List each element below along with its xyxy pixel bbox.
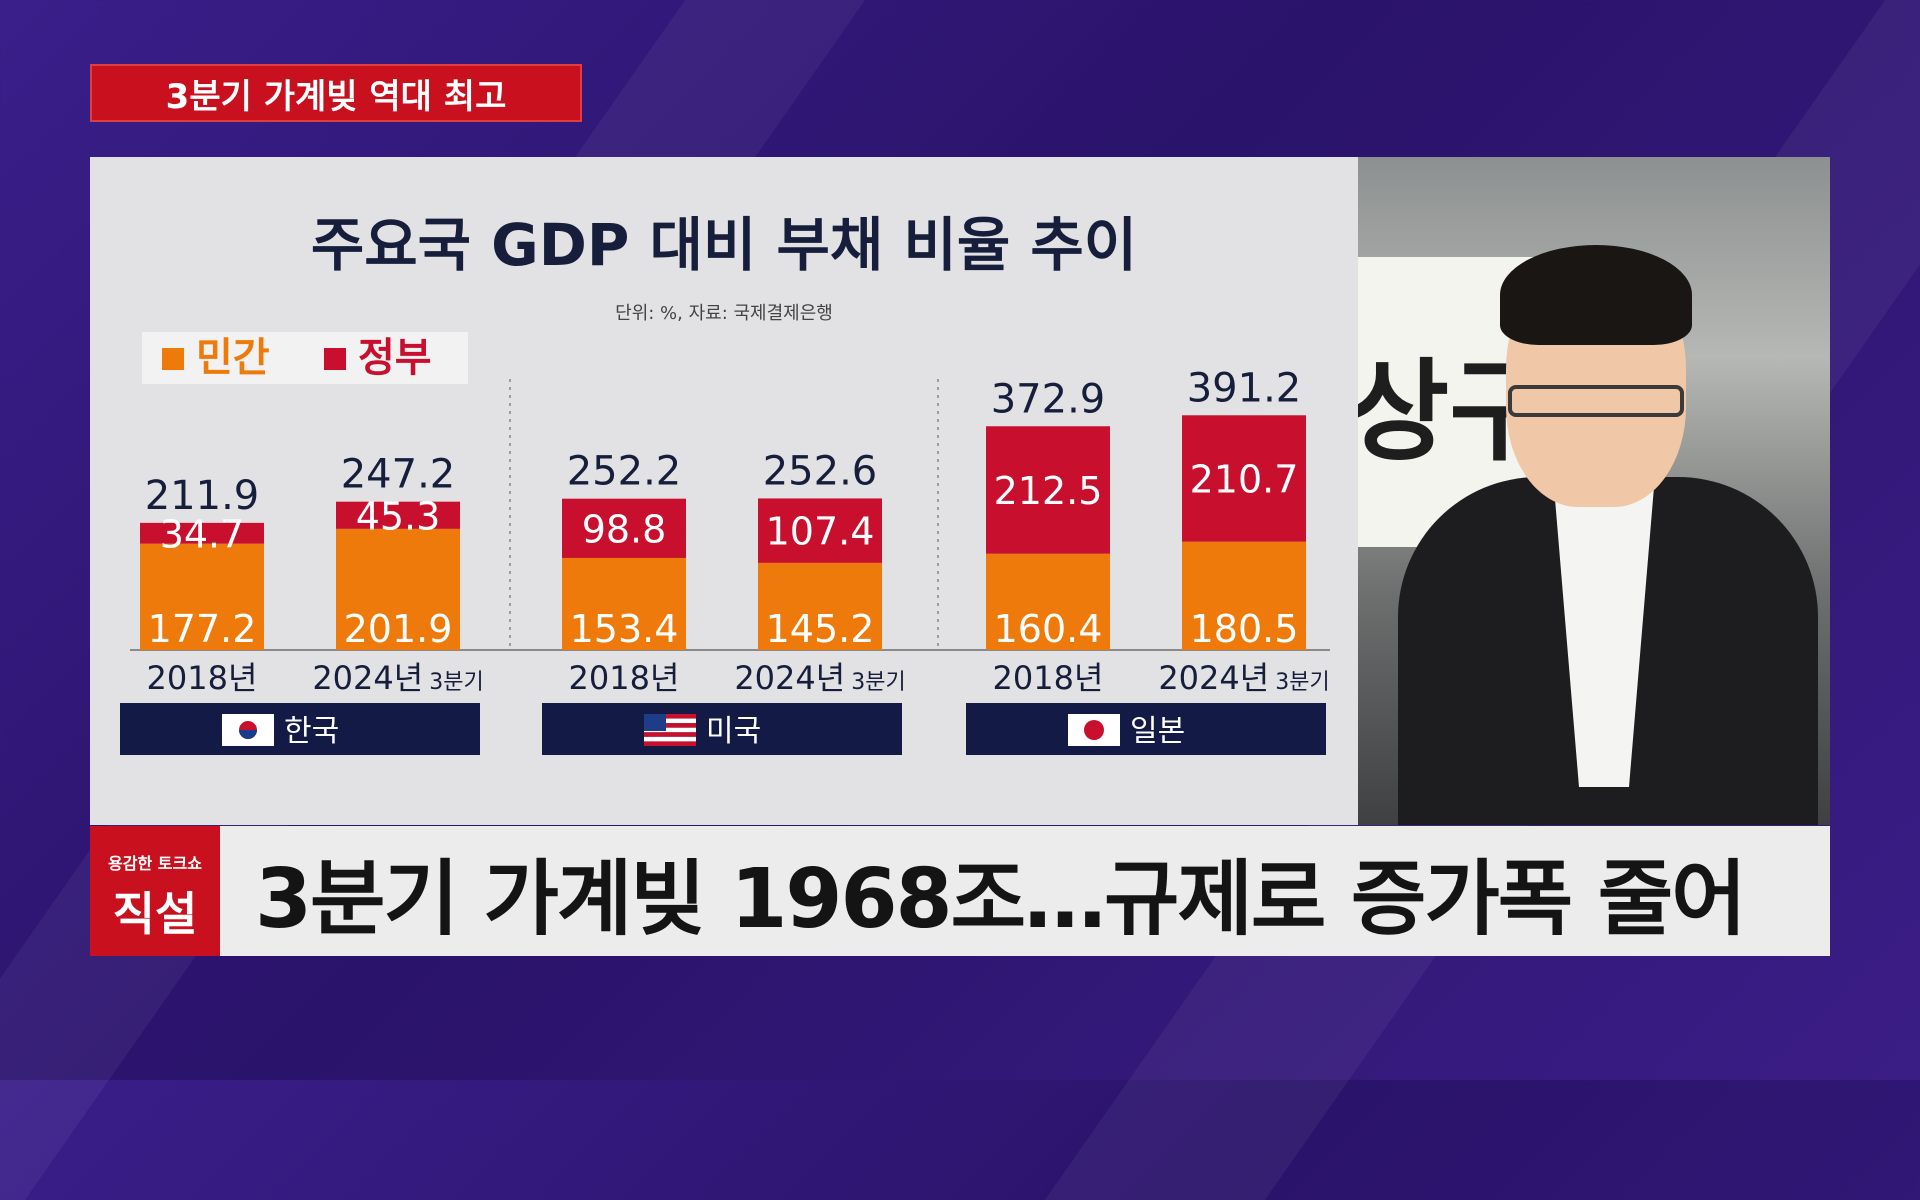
- data-label-government: 45.3: [356, 494, 441, 538]
- x-tick-label: 2024년 3분기: [734, 659, 905, 697]
- usa-flag-stripe: [644, 736, 696, 742]
- usa-flag-stripe: [644, 714, 696, 719]
- country-label: 한국: [284, 714, 339, 749]
- country-label: 미국: [706, 714, 761, 749]
- data-label-total: 252.6: [763, 448, 878, 494]
- x-tick-label: 2024년 3분기: [312, 659, 483, 697]
- usa-flag-stripe: [644, 718, 696, 724]
- chart-legend: 민간 정부: [142, 332, 468, 384]
- x-tick-label: 2018년: [569, 659, 680, 697]
- topic-banner: 3분기 가계빚 역대 최고: [90, 64, 582, 122]
- japan-flag-sun: [1084, 720, 1104, 740]
- bar-government: [1182, 415, 1306, 542]
- usa-flag-stripe: [644, 723, 696, 728]
- bar-government: [336, 501, 460, 529]
- bar-private: [758, 562, 882, 650]
- data-label-private: 201.9: [344, 607, 453, 651]
- bar-private: [562, 557, 686, 650]
- legend-swatch-government: [324, 348, 346, 370]
- data-label-total: 211.9: [145, 473, 260, 519]
- data-label-government: 34.7: [160, 512, 245, 556]
- usa-flag-stripe: [644, 732, 696, 737]
- data-label-total: 391.2: [1187, 365, 1302, 411]
- legend-label-government: 정부: [358, 335, 432, 381]
- data-label-government: 98.8: [582, 507, 667, 551]
- legend-swatch-private: [162, 348, 184, 370]
- bar-private: [986, 553, 1110, 650]
- data-label-government: 107.4: [766, 510, 875, 554]
- usa-flag-stripe: [644, 727, 696, 733]
- data-label-total: 372.9: [991, 376, 1106, 422]
- data-label-private: 180.5: [1190, 607, 1299, 651]
- data-label-total: 252.2: [567, 449, 682, 495]
- x-tick-label: 2018년: [147, 659, 258, 697]
- gdp-debt-chart: 주요국 GDP 대비 부채 비율 추이 단위: %, 자료: 국제결제은행 민간…: [120, 211, 1330, 755]
- chart-title: 주요국 GDP 대비 부채 비율 추이: [311, 211, 1137, 279]
- show-logo-tagline: 용감한 토크쇼: [108, 854, 202, 873]
- data-label-private: 177.2: [148, 607, 257, 651]
- usa-flag-icon: [644, 714, 666, 731]
- guest-glasses: [1508, 385, 1684, 417]
- data-label-government: 210.7: [1190, 457, 1299, 501]
- country-label-box: [542, 703, 902, 755]
- country-label-box: [120, 703, 480, 755]
- korea-flag-taeguk-blue: [239, 730, 257, 739]
- chart-subtitle: 단위: %, 자료: 국제결제은행: [615, 303, 833, 324]
- bar-government: [986, 426, 1110, 554]
- chart-panel: 주요국 GDP 대비 부채 비율 추이 단위: %, 자료: 국제결제은행 민간…: [90, 157, 1358, 825]
- show-logo: 용감한 토크쇼 직설: [90, 826, 220, 956]
- country-label: 일본: [1130, 714, 1185, 749]
- bar-private: [1182, 541, 1306, 650]
- lower-third: 용감한 토크쇼 직설 3분기 가계빚 1968조…규제로 증가폭 줄어: [90, 826, 1830, 956]
- bar-private: [140, 543, 264, 650]
- x-tick-label: 2024년 3분기: [1158, 659, 1329, 697]
- legend-box: [142, 332, 468, 384]
- data-label-total: 247.2: [341, 452, 456, 498]
- data-label-private: 145.2: [766, 607, 875, 651]
- country-label-box: [966, 703, 1326, 755]
- bar-government: [140, 522, 264, 544]
- headline: 3분기 가계빚 1968조…규제로 증가폭 줄어: [255, 851, 1747, 947]
- legend-label-private: 민간: [196, 335, 270, 381]
- data-label-private: 153.4: [570, 607, 679, 651]
- x-tick-label: 2018년: [993, 659, 1104, 697]
- guest-video-feed: 상구: [1358, 157, 1830, 825]
- usa-flag-stripe: [644, 741, 696, 746]
- show-logo-name: 직설: [112, 887, 198, 941]
- bar-private: [336, 528, 460, 650]
- data-label-private: 160.4: [994, 607, 1103, 651]
- bar-government: [562, 498, 686, 558]
- guest-hair: [1500, 245, 1692, 345]
- data-label-government: 212.5: [994, 469, 1103, 513]
- bar-government: [758, 498, 882, 563]
